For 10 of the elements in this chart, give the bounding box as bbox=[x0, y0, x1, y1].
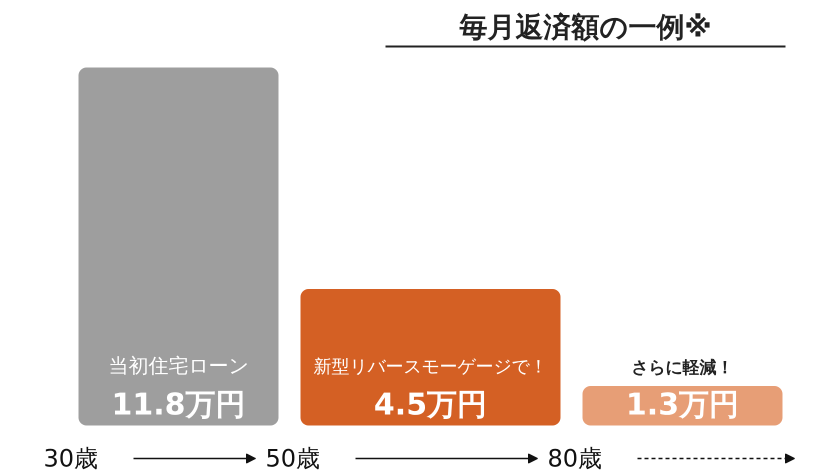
text: 30歳 bbox=[44, 444, 98, 472]
text: 50歳 bbox=[266, 444, 320, 472]
x-tick-label: 当初住宅ローン bbox=[108, 354, 248, 378]
x-tick-label: 新型リバースモーゲージで！ bbox=[314, 356, 548, 378]
data-label: 1.3万円 bbox=[626, 388, 740, 422]
data-label: 11.8万円 bbox=[111, 388, 246, 422]
chart-title: 毎月返済額の一例※ bbox=[458, 10, 712, 44]
x-tick-label: さらに軽減！ bbox=[632, 358, 734, 378]
data-label: 4.5万円 bbox=[374, 388, 488, 422]
text: 80歳 bbox=[548, 444, 602, 472]
